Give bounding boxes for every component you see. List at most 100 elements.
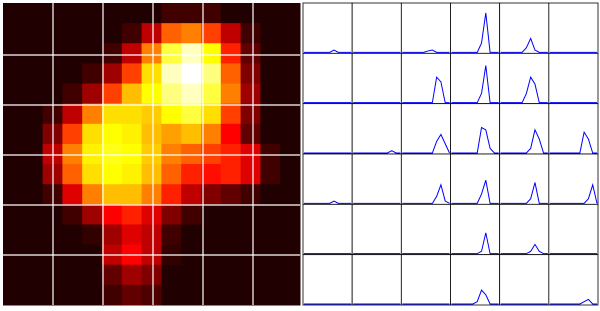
panel: [351, 103, 402, 155]
heatmap-cell: [121, 43, 143, 64]
heatmap-cell: [102, 43, 123, 64]
heatmap-cell: [161, 103, 182, 125]
heatmap-cell: [141, 224, 162, 246]
heatmap-cell: [82, 204, 103, 225]
heatmap-cell: [260, 224, 281, 246]
heatmap-cell: [280, 204, 301, 225]
heatmap-cell: [161, 143, 182, 165]
heatmap-grid: [3, 3, 300, 305]
heatmap-cell: [102, 23, 123, 44]
heatmap-cell: [102, 284, 123, 306]
heatmap-cell: [240, 83, 261, 105]
heatmap-cell: [220, 103, 242, 125]
heatmap-cell: [141, 143, 162, 165]
panel: [302, 103, 353, 155]
spectrum-line: [451, 65, 499, 104]
panel: [499, 52, 550, 105]
heatmap-cell: [22, 204, 44, 225]
heatmap-cell: [240, 164, 261, 185]
heatmap-cell: [102, 264, 123, 286]
spectrum-line: [402, 49, 450, 53]
heatmap-cell: [141, 83, 162, 105]
heatmap-cell: [161, 224, 182, 246]
heatmap-cell: [141, 123, 162, 145]
heatmap-cell: [3, 224, 24, 246]
heatmap-cell: [161, 63, 182, 85]
heatmap-cell: [62, 184, 83, 205]
heatmap-cell: [201, 284, 222, 306]
heatmap-cell: [201, 123, 222, 145]
spectrum-line: [451, 180, 499, 204]
panel: [400, 52, 451, 105]
heatmap-cell: [240, 103, 261, 125]
heatmap-cell: [62, 63, 83, 85]
panel: [450, 203, 501, 256]
heatmap-cell: [240, 43, 261, 64]
heatmap-cell: [102, 83, 123, 105]
heatmap-cell: [260, 123, 281, 145]
heatmap-cell: [280, 184, 301, 205]
heatmap-cell: [82, 123, 103, 145]
heatmap-cell: [22, 3, 44, 24]
heatmap-cell: [201, 143, 222, 165]
heatmap-cell: [161, 204, 182, 225]
heatmap-cell: [62, 23, 83, 44]
heatmap-cell: [240, 143, 261, 165]
heatmap-cell: [260, 23, 281, 44]
spectrum-line: [549, 298, 597, 305]
spectrum-line: [402, 76, 450, 104]
panel: [499, 254, 550, 306]
heatmap-cell: [201, 103, 222, 125]
heatmap-cell: [62, 143, 83, 165]
heatmap-cell: [102, 164, 123, 185]
heatmap-cell: [141, 3, 162, 24]
heatmap-cell: [22, 23, 44, 44]
heatmap-cell: [220, 83, 242, 105]
heatmap-cell: [141, 43, 162, 64]
panel: [548, 203, 599, 256]
panel: [400, 2, 451, 54]
heatmap-cell: [141, 184, 162, 205]
heatmap-cell: [22, 43, 44, 64]
panel: [499, 203, 550, 256]
heatmap-cell: [3, 103, 24, 125]
heatmap-cell: [121, 23, 143, 44]
heatmap-cell: [220, 23, 242, 44]
heatmap-cell: [102, 103, 123, 125]
spectrum-line: [500, 37, 548, 53]
heatmap-cell: [121, 284, 143, 306]
heatmap-cell: [280, 103, 301, 125]
heatmap-cell: [260, 3, 281, 24]
heatmap-cell: [82, 284, 103, 306]
panel: [450, 103, 501, 155]
heatmap-cell: [220, 204, 242, 225]
heatmap-cell: [102, 143, 123, 165]
heatmap-cell: [220, 264, 242, 286]
heatmap-cell: [62, 224, 83, 246]
heatmap-cell: [201, 3, 222, 24]
heatmap-cell: [280, 23, 301, 44]
panel: [450, 254, 501, 306]
heatmap-cell: [3, 204, 24, 225]
heatmap-cell: [22, 284, 44, 306]
spectrum-line: [549, 130, 597, 154]
heatmap-cell: [181, 23, 202, 44]
heatmap-cell: [161, 184, 182, 205]
heatmap-cell: [201, 63, 222, 85]
heatmap-cell: [82, 184, 103, 205]
panel: [351, 52, 402, 105]
heatmap-cell: [161, 123, 182, 145]
heatmap-cell: [3, 43, 24, 64]
heatmap-cell: [280, 284, 301, 306]
heatmap-cell: [260, 103, 281, 125]
heatmap-cell: [3, 143, 24, 165]
heatmap-cell: [220, 43, 242, 64]
heatmap-cell: [220, 63, 242, 85]
heatmap-cell: [240, 3, 261, 24]
panel: [450, 2, 501, 54]
heatmap-cell: [161, 164, 182, 185]
heatmap-cell: [82, 164, 103, 185]
heatmap-cell: [62, 204, 83, 225]
panel: [351, 254, 402, 306]
